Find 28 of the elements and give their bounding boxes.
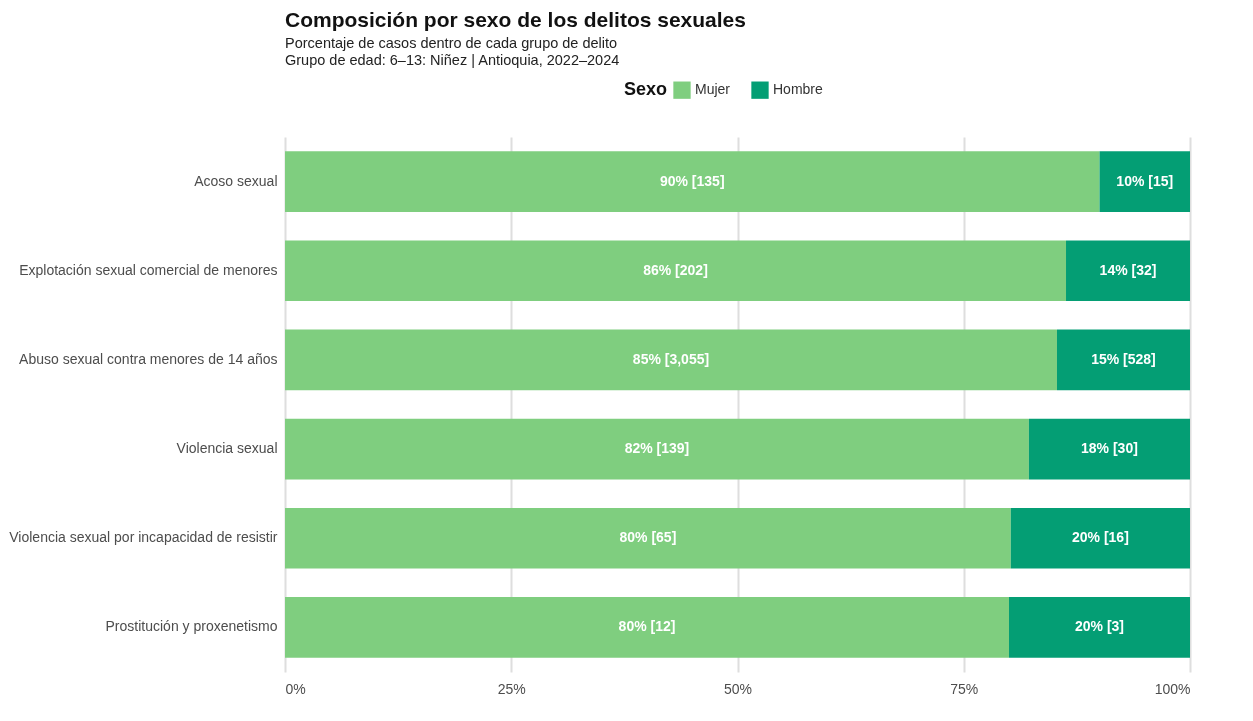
- data-label: 14% [32]: [1099, 261, 1157, 278]
- y-tick-label: Prostitución y proxenetismo: [105, 618, 278, 635]
- x-tick-label: 100%: [1154, 680, 1191, 697]
- x-tick-label: 25%: [497, 680, 526, 697]
- legend-title: Sexo: [624, 79, 668, 99]
- y-tick-label: Acoso sexual: [194, 172, 278, 189]
- y-tick-label: Violencia sexual por incapacidad de resistir: [9, 529, 278, 546]
- chart-title: Composición por sexo de los delitos sexuales: [285, 8, 746, 31]
- y-tick-label: Abuso sexual contra menores de 14 años: [19, 350, 278, 367]
- legend-label: Hombre: [773, 81, 824, 98]
- data-label: 18% [30]: [1081, 440, 1138, 457]
- data-label: 82% [139]: [624, 440, 690, 457]
- y-tick-label: Violencia sexual: [176, 440, 278, 457]
- data-label: 90% [135]: [659, 172, 725, 189]
- chart-subtitle: Porcentaje de casos dentro de cada grupo de delito Grupo de edad: 6–13: Niñez | Antioquia, 2022–2024: [285, 35, 620, 68]
- x-tick-label: 0%: [285, 680, 306, 697]
- data-label: 10% [15]: [1116, 172, 1174, 189]
- legend-label: Mujer: [695, 81, 731, 98]
- x-tick-label: 75%: [950, 680, 979, 697]
- data-label: 86% [202]: [643, 261, 708, 278]
- data-label: 80% [65]: [619, 529, 677, 546]
- data-label: 80% [12]: [618, 618, 676, 635]
- data-label: 15% [528]: [1091, 350, 1156, 367]
- data-label: 85% [3,055]: [632, 350, 710, 367]
- data-label: 20% [16]: [1072, 529, 1129, 546]
- data-label: 20% [3]: [1074, 618, 1125, 635]
- y-tick-label: Explotación sexual comercial de menores: [19, 261, 278, 278]
- x-tick-label: 50%: [723, 680, 753, 697]
